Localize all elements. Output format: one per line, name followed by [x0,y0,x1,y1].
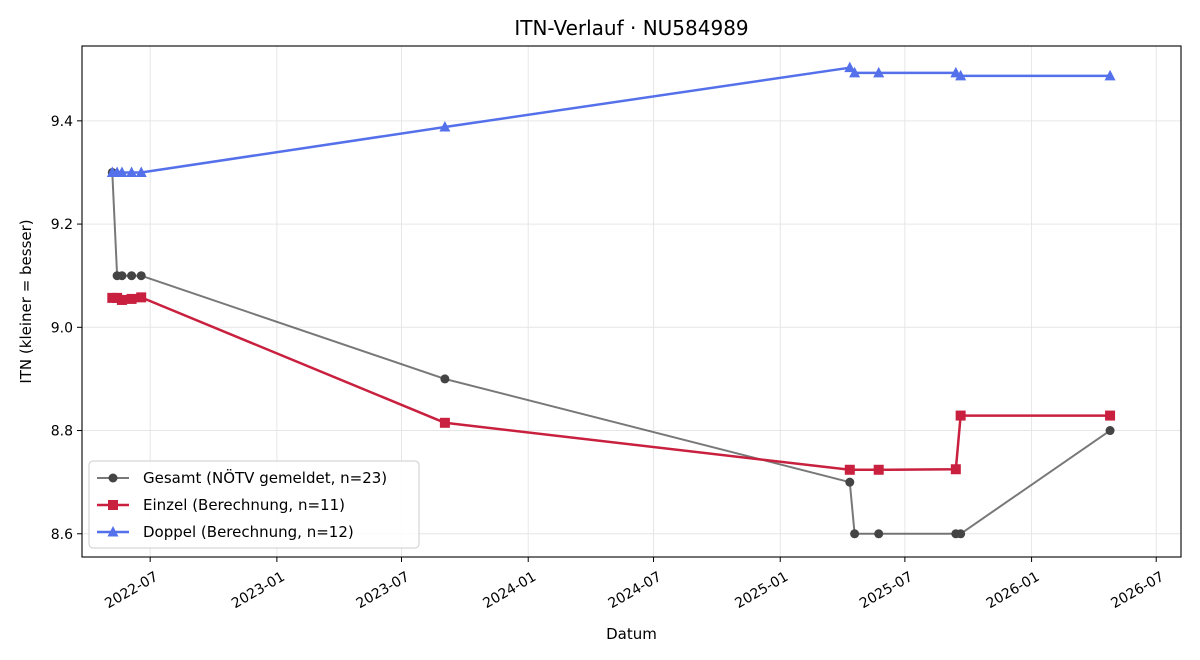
data-point [950,464,961,475]
data-point [844,464,855,475]
plot-frame [81,45,1182,558]
data-point [117,271,127,281]
data-point [135,166,147,177]
data-point [116,166,128,177]
y-tick-label: 9.4 [51,114,73,130]
legend-label: Gesamt (NÖTV gemeldet, n=23) [143,468,387,487]
legend: Gesamt (NÖTV gemeldet, n=23) Einzel (Bere… [88,460,420,549]
data-point [439,121,451,132]
series-2 [107,292,1116,475]
data-point [850,529,860,539]
y-tick-label: 8.8 [51,424,73,440]
x-axis-label: Datum [606,625,657,643]
data-point [956,529,966,539]
legend-swatch-marker [108,500,118,510]
legend-label: Einzel (Berechnung, n=11) [143,496,345,514]
data-point [1105,410,1116,421]
legend-swatch-marker [108,473,118,483]
grid [82,46,1181,557]
y-tick-label: 9.2 [51,217,73,233]
data-point [845,477,855,487]
data-point [955,69,967,81]
data-point [127,271,137,281]
legend-frame [88,460,420,549]
series-3 [106,61,1116,177]
data-point [116,294,127,305]
data-point [955,410,966,421]
data-point [136,271,146,281]
y-tick-label: 8.6 [51,527,73,543]
data-point [1104,69,1116,81]
y-tick-label: 9.0 [51,320,73,336]
data-point [873,66,885,78]
series-layer [106,61,1116,539]
series-1 [107,167,1115,539]
legend-label: Doppel (Berechnung, n=12) [143,523,354,541]
data-point [849,66,861,78]
data-point [126,293,137,304]
data-point [126,166,138,177]
data-point [136,292,147,303]
data-point [844,61,856,73]
legend-swatch-marker [107,526,119,537]
data-point [873,464,884,475]
data-point [440,374,450,384]
data-point [874,529,884,539]
data-point [439,417,450,428]
data-point [1105,426,1115,436]
chart-title: ITN-Verlauf · NU584989 [514,16,748,40]
y-axis-label: ITN (kleiner = besser) [17,219,35,383]
